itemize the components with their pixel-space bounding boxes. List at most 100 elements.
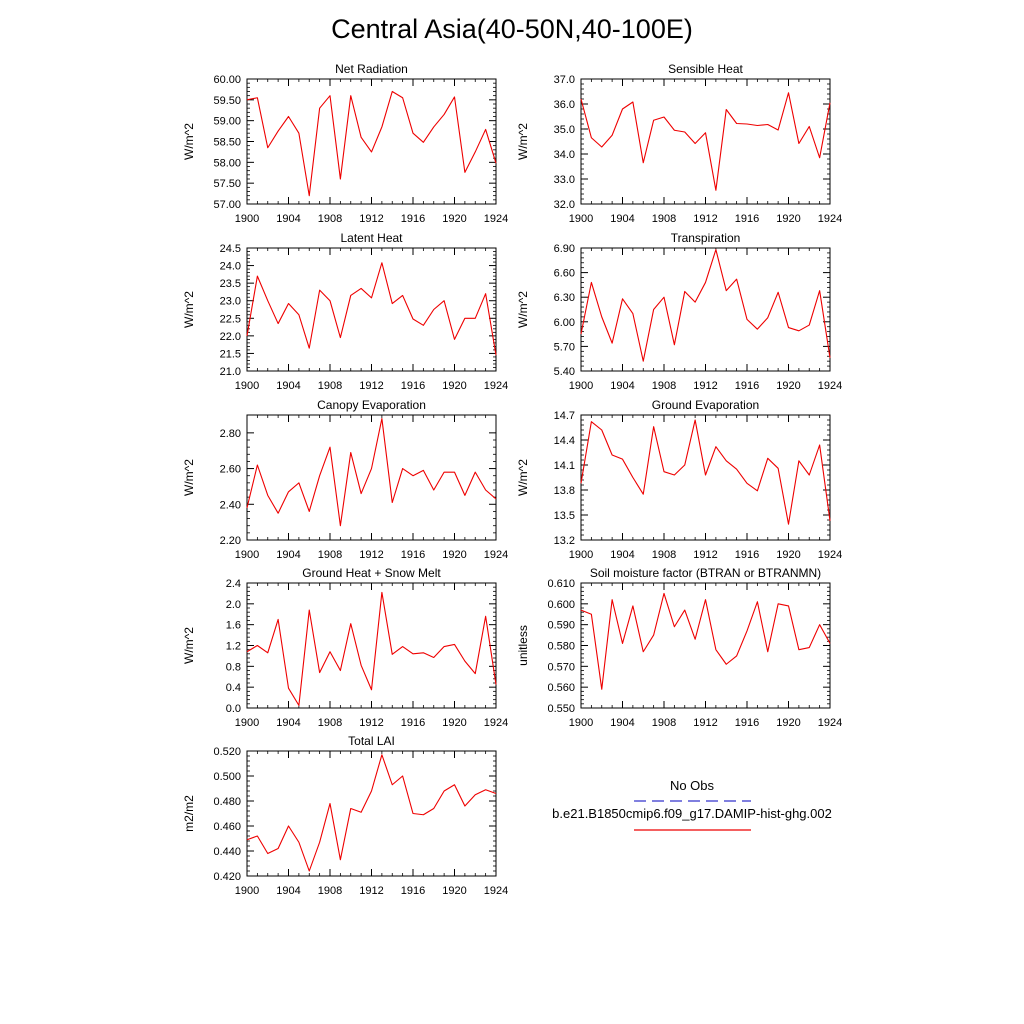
- x-tick-label: 1900: [235, 213, 259, 225]
- x-tick-label: 1924: [484, 213, 508, 225]
- chart-title: Latent Heat: [340, 231, 403, 245]
- y-tick-label: 57.00: [213, 199, 241, 211]
- chart-title: Net Radiation: [335, 62, 408, 76]
- y-tick-label: 58.50: [213, 137, 241, 149]
- y-tick-label: 1.6: [226, 620, 241, 632]
- x-tick-label: 1904: [276, 213, 300, 225]
- y-tick-label: 0.570: [547, 661, 575, 673]
- y-tick-label: 0.480: [213, 796, 241, 808]
- x-tick-label: 1904: [610, 380, 634, 392]
- x-tick-label: 1904: [276, 380, 300, 392]
- x-tick-label: 1920: [776, 380, 800, 392]
- x-tick-label: 1904: [276, 717, 300, 729]
- x-tick-label: 1908: [318, 549, 342, 561]
- x-tick-label: 1908: [318, 380, 342, 392]
- x-tick-label: 1920: [776, 213, 800, 225]
- x-tick-label: 1904: [610, 549, 634, 561]
- page-title: Central Asia(40-50N,40-100E): [331, 14, 693, 44]
- series-line: [580, 592, 831, 690]
- y-axis-label: W/m^2: [182, 459, 196, 496]
- chart-panel-2: 1900 1904 1908 1912 1916 1920 1924 32.0 33.0 34.0…: [516, 62, 842, 225]
- x-tick-label: 1920: [442, 549, 466, 561]
- y-tick-label: 6.30: [554, 292, 575, 304]
- y-tick-label: 6.60: [554, 268, 575, 280]
- series-line: [246, 418, 497, 527]
- x-tick-label: 1900: [569, 549, 593, 561]
- y-tick-label: 14.7: [554, 410, 575, 422]
- x-tick-label: 1904: [276, 549, 300, 561]
- series-line: [246, 591, 497, 706]
- y-tick-label: 6.00: [554, 317, 575, 329]
- chart-title: Ground Evaporation: [652, 398, 759, 412]
- x-tick-label: 1920: [776, 549, 800, 561]
- x-tick-label: 1912: [693, 717, 717, 729]
- x-tick-label: 1924: [818, 213, 842, 225]
- x-tick-label: 1924: [484, 549, 508, 561]
- chart-panel-3: 1900 1904 1908 1912 1916 1920 1924 21.0 21.5 22.0…: [182, 231, 508, 392]
- legend-case-label: b.e21.B1850cmip6.f09_g17.DAMIP-hist-ghg.…: [552, 806, 832, 821]
- y-tick-label: 37.0: [554, 74, 575, 86]
- y-tick-label: 59.00: [213, 116, 241, 128]
- x-tick-label: 1908: [318, 213, 342, 225]
- series-line: [246, 754, 497, 872]
- x-tick-label: 1900: [235, 717, 259, 729]
- y-tick-label: 0.460: [213, 821, 241, 833]
- x-tick-label: 1908: [318, 885, 342, 897]
- y-tick-label: 2.60: [220, 464, 241, 476]
- y-tick-label: 24.0: [220, 261, 241, 273]
- y-axis-label: W/m^2: [516, 123, 530, 160]
- series-line: [246, 90, 497, 197]
- x-tick-label: 1900: [235, 885, 259, 897]
- chart-title: Sensible Heat: [668, 62, 743, 76]
- y-axis-label: W/m^2: [182, 627, 196, 664]
- y-tick-label: 2.0: [226, 599, 241, 611]
- y-tick-label: 0.4: [226, 682, 241, 694]
- y-tick-label: 21.0: [220, 366, 241, 378]
- x-tick-label: 1900: [569, 213, 593, 225]
- chart-panel-8: 1900 1904 1908 1912 1916 1920 1924 0.550 0.560 0.…: [516, 566, 842, 729]
- y-tick-label: 1.2: [226, 641, 241, 653]
- chart-title: Canopy Evaporation: [317, 398, 426, 412]
- y-tick-label: 0.420: [213, 871, 241, 883]
- x-tick-label: 1912: [359, 885, 383, 897]
- y-axis-label: unitless: [516, 625, 530, 666]
- chart-panel-6: 1900 1904 1908 1912 1916 1920 1924 13.2 13.5 13.8…: [516, 398, 842, 561]
- chart-title: Soil moisture factor (BTRAN or BTRANMN): [590, 566, 821, 580]
- x-tick-label: 1920: [776, 717, 800, 729]
- y-tick-label: 0.500: [213, 771, 241, 783]
- chart-panel-4: 1900 1904 1908 1912 1916 1920 1924 5.40 5.70 6.00…: [516, 231, 842, 392]
- x-tick-label: 1920: [442, 717, 466, 729]
- y-tick-label: 22.5: [220, 313, 241, 325]
- y-tick-label: 0.580: [547, 641, 575, 653]
- y-tick-label: 14.1: [554, 460, 575, 472]
- y-tick-label: 2.40: [220, 499, 241, 511]
- x-tick-label: 1916: [401, 380, 425, 392]
- y-tick-label: 59.50: [213, 95, 241, 107]
- y-tick-label: 5.70: [554, 341, 575, 353]
- y-tick-label: 32.0: [554, 199, 575, 211]
- y-tick-label: 13.5: [554, 510, 575, 522]
- x-tick-label: 1916: [735, 717, 759, 729]
- x-tick-label: 1908: [652, 549, 676, 561]
- y-tick-label: 5.40: [554, 366, 575, 378]
- y-tick-label: 36.0: [554, 99, 575, 111]
- y-axis-label: W/m^2: [516, 291, 530, 328]
- y-tick-label: 0.600: [547, 599, 575, 611]
- y-axis-label: W/m^2: [516, 459, 530, 496]
- y-tick-label: 23.0: [220, 296, 241, 308]
- y-tick-label: 14.4: [554, 435, 575, 447]
- y-tick-label: 23.5: [220, 278, 241, 290]
- x-tick-label: 1904: [276, 885, 300, 897]
- x-tick-label: 1900: [235, 549, 259, 561]
- y-tick-label: 0.550: [547, 703, 575, 715]
- chart-title: Transpiration: [671, 231, 741, 245]
- x-tick-label: 1916: [401, 717, 425, 729]
- y-axis-label: m2/m2: [182, 795, 196, 832]
- y-tick-label: 0.560: [547, 682, 575, 694]
- y-tick-label: 0.590: [547, 620, 575, 632]
- x-tick-label: 1912: [359, 213, 383, 225]
- x-tick-label: 1900: [569, 717, 593, 729]
- y-tick-label: 57.50: [213, 178, 241, 190]
- chart-panel-7: 1900 1904 1908 1912 1916 1920 1924 0.0 0.4 0.8 1.2…: [182, 566, 508, 729]
- y-tick-label: 2.80: [220, 428, 241, 440]
